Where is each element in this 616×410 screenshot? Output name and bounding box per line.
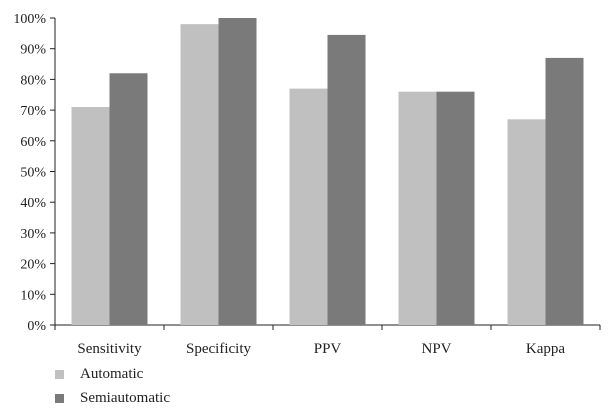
- legend-label-automatic: Automatic: [80, 365, 144, 382]
- y-tick-label: 10%: [20, 288, 46, 303]
- y-tick-label: 100%: [13, 12, 46, 27]
- bar-semiautomatic-sensitivity: [109, 73, 148, 325]
- bar-automatic-specificity: [180, 24, 219, 325]
- y-tick-label: 40%: [20, 196, 46, 211]
- bar-automatic-sensitivity: [71, 107, 110, 325]
- bar-automatic-kappa: [507, 119, 546, 325]
- y-axis: 0% 10% 20% 30% 40% 50% 60% 70% 80% 90% 100%: [13, 12, 56, 334]
- bar-automatic-ppv: [289, 88, 328, 325]
- legend-label-semiautomatic: Semiautomatic: [80, 389, 170, 406]
- legend-item-semiautomatic: Semiautomatic: [55, 386, 170, 410]
- y-tick-label: 30%: [20, 227, 46, 242]
- x-axis: Sensitivity Specificity PPV NPV Kappa: [54, 324, 601, 357]
- y-tick-label: 90%: [20, 43, 46, 58]
- y-tick-label: 80%: [20, 73, 46, 88]
- legend-swatch-semiautomatic: [55, 393, 64, 403]
- x-tick-label: PPV: [314, 341, 342, 357]
- y-tick-label: 50%: [20, 166, 46, 181]
- legend: Automatic Semiautomatic: [55, 362, 170, 410]
- bar-chart: 0% 10% 20% 30% 40% 50% 60% 70% 80% 90% 100% Sensit…: [13, 12, 601, 357]
- y-tick-label: 60%: [20, 135, 46, 150]
- bar-semiautomatic-specificity: [218, 18, 257, 325]
- bar-semiautomatic-npv: [436, 91, 475, 326]
- x-tick-label: Specificity: [186, 341, 251, 357]
- bar-automatic-npv: [398, 91, 437, 326]
- bar-semiautomatic-kappa: [545, 57, 584, 325]
- y-tick-label: 70%: [20, 104, 46, 119]
- legend-swatch-automatic: [55, 369, 64, 379]
- legend-item-automatic: Automatic: [55, 362, 170, 386]
- x-tick-label: NPV: [421, 341, 451, 357]
- x-tick-label: Sensitivity: [77, 341, 142, 357]
- bar-semiautomatic-ppv: [327, 34, 366, 325]
- y-tick-label: 0%: [27, 319, 46, 334]
- y-tick-label: 20%: [20, 258, 46, 273]
- bars: [71, 18, 584, 326]
- x-tick-label: Kappa: [526, 341, 565, 357]
